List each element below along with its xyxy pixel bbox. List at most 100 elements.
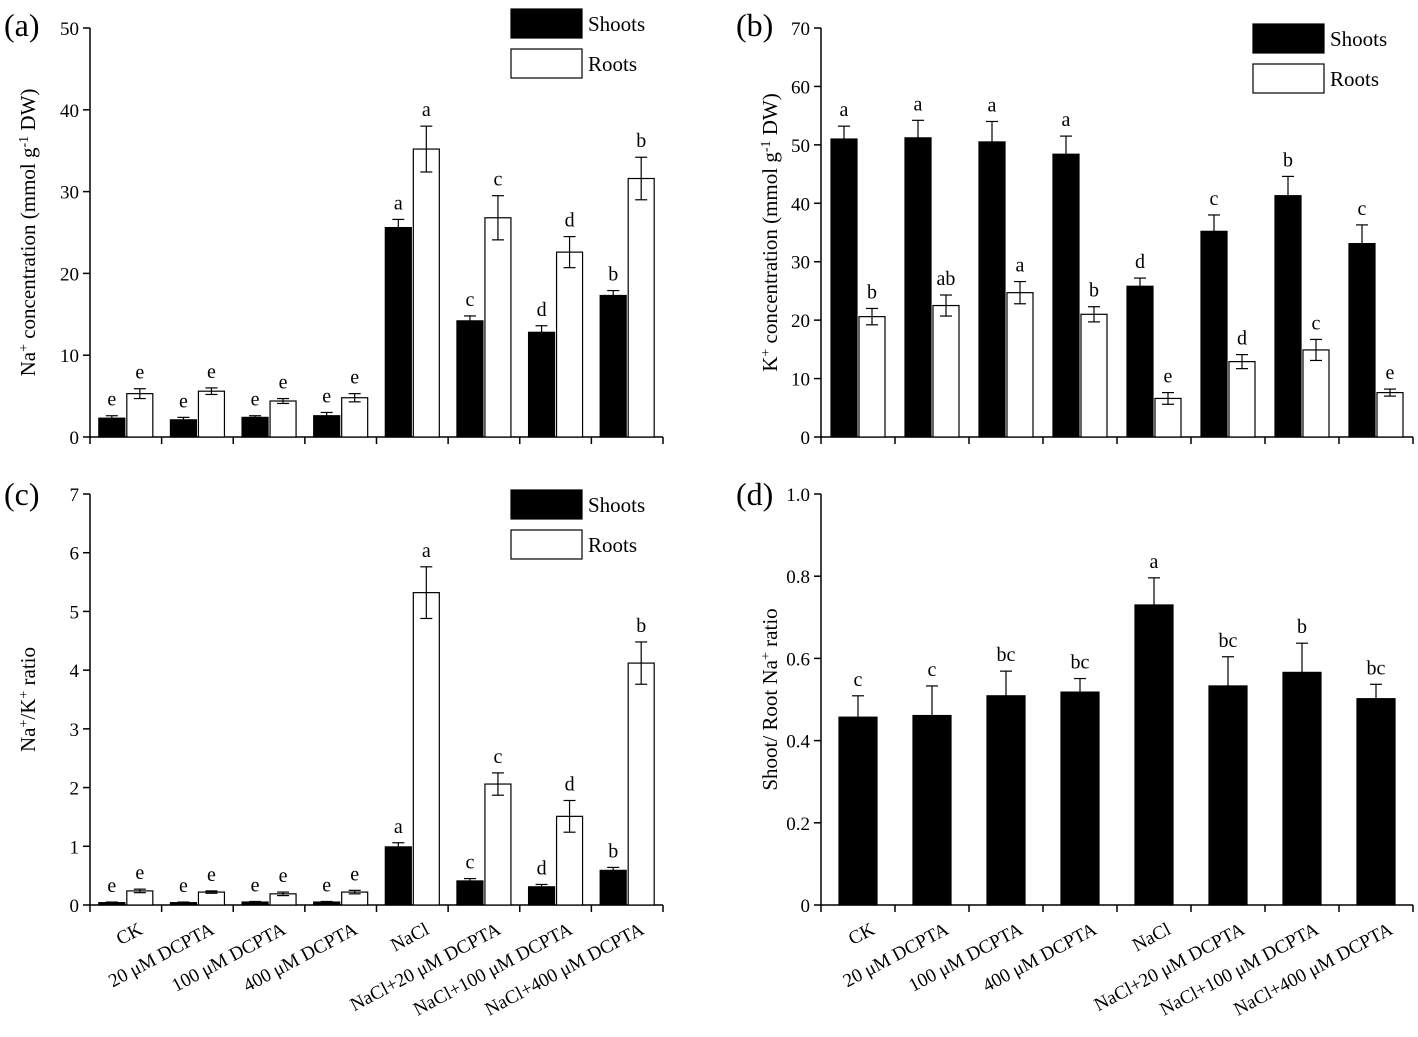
bar-roots xyxy=(1376,391,1404,438)
y-axis-label: Shoot/ Root Na+ ratio xyxy=(758,608,782,790)
significance-letter: e xyxy=(350,367,359,389)
bar-shootroot xyxy=(1134,604,1174,906)
bar-shootroot xyxy=(1282,671,1322,906)
legend-label-shoots: Shoots xyxy=(588,12,645,36)
category-label: NaCl xyxy=(387,919,432,956)
legend-swatch-roots xyxy=(1252,63,1325,94)
significance-letter: d xyxy=(565,210,575,232)
bar-shoots xyxy=(1274,195,1302,438)
y-tick-label: 3 xyxy=(70,720,80,741)
significance-letter: d xyxy=(565,773,575,795)
y-tick-label: 0.8 xyxy=(786,567,810,588)
y-tick-label: 30 xyxy=(60,183,79,204)
y-tick-label: 7 xyxy=(70,485,80,506)
y-tick-label: 10 xyxy=(60,346,79,367)
bar-roots xyxy=(555,251,584,438)
significance-letter: a xyxy=(1016,255,1025,277)
bar-roots xyxy=(627,177,655,438)
panel-a: (a) 0 10 20 30 40 50 Na+ concentration (mmol g-… xyxy=(4,7,664,449)
significance-letter: d xyxy=(1135,251,1145,273)
y-tick-label: 1 xyxy=(70,837,80,858)
y-axis-label-sup: + xyxy=(759,349,774,357)
significance-letter: b xyxy=(608,840,618,862)
category-label: CK xyxy=(845,919,878,950)
bar-shoots xyxy=(599,869,627,906)
y-axis-label-sup: + xyxy=(17,720,32,728)
bar-roots xyxy=(932,304,960,438)
bar-shoots xyxy=(1200,230,1228,438)
legend-swatch-roots xyxy=(510,48,583,79)
bar-shootroot xyxy=(912,714,952,906)
legend-swatch-shoots xyxy=(1252,23,1325,54)
y-axis-label-sup: + xyxy=(17,344,32,352)
y-axis-label-part: Na xyxy=(16,727,40,752)
y-tick-label: 0 xyxy=(801,896,811,917)
significance-letter: b xyxy=(1283,149,1293,171)
significance-letter: a xyxy=(422,540,431,562)
significance-letter: a xyxy=(394,192,403,214)
y-tick-label: 50 xyxy=(60,19,79,40)
significance-letter: b xyxy=(636,615,646,637)
y-tick-label: 30 xyxy=(791,253,810,274)
bar-roots xyxy=(1006,292,1034,438)
significance-letter: a xyxy=(840,99,849,121)
panel-d: (d) 0 0.2 0.4 0.6 0.8 1.0 Shoot/ Root Na+ ratio… xyxy=(736,476,1414,1020)
panel-label: (c) xyxy=(4,476,40,512)
bar-roots xyxy=(484,783,512,906)
bar-shootroot xyxy=(1356,698,1396,906)
significance-letter: a xyxy=(1150,551,1159,573)
y-axis-label: Na+/K+ ratio xyxy=(16,647,40,752)
legend-swatch-shoots xyxy=(510,8,583,39)
bar-roots xyxy=(412,592,440,906)
significance-letter: bc xyxy=(997,644,1016,666)
category-label: NaCl xyxy=(1129,919,1174,956)
y-tick-label: 60 xyxy=(791,77,810,98)
significance-letter: b xyxy=(636,130,646,152)
significance-letter: bc xyxy=(1367,657,1386,679)
bar-shootroot xyxy=(986,695,1026,906)
bar-shoots xyxy=(527,331,556,438)
significance-letter: c xyxy=(1210,188,1219,210)
significance-letter: e xyxy=(135,362,144,384)
bar-shootroot xyxy=(1208,685,1248,906)
bar-shootroot xyxy=(838,716,878,906)
panel-b: (b) 0 10 20 30 40 50 60 70 K+ concentration (mmol… xyxy=(736,7,1414,449)
bar-roots xyxy=(627,662,655,906)
bar-shoots xyxy=(978,141,1006,438)
legend-label-shoots: Shoots xyxy=(588,493,645,517)
bar-shoots xyxy=(456,880,484,906)
y-tick-label: 5 xyxy=(70,602,80,623)
bar-roots xyxy=(1302,349,1330,438)
y-tick-label: 40 xyxy=(60,101,79,122)
significance-letter: e xyxy=(107,875,116,897)
bar-shoots xyxy=(384,226,412,438)
bar-roots xyxy=(1080,313,1108,438)
significance-letter: e xyxy=(251,389,260,411)
bar-shootroot xyxy=(1060,691,1100,906)
significance-letter: c xyxy=(465,289,474,311)
bar-shoots xyxy=(1126,285,1154,438)
y-tick-label: 0 xyxy=(70,896,80,917)
y-axis-label-part: Na xyxy=(16,351,40,376)
y-tick-label: 10 xyxy=(791,370,810,391)
legend-label-roots: Roots xyxy=(1330,67,1379,91)
y-axis-label-part: concentration (mmol g xyxy=(758,152,782,349)
significance-letter: a xyxy=(988,94,997,116)
significance-letter: d xyxy=(537,857,547,879)
y-axis-label-sup: + xyxy=(17,691,32,699)
category-label: CK xyxy=(113,919,146,950)
significance-letter: a xyxy=(914,93,923,115)
y-tick-label: 20 xyxy=(60,264,79,285)
y-axis-label-sup: -1 xyxy=(759,140,774,152)
bar-shoots xyxy=(1052,153,1080,438)
y-tick-label: 0 xyxy=(801,428,811,449)
y-axis-label-part: ratio xyxy=(758,608,782,652)
legend-label-shoots: Shoots xyxy=(1330,27,1387,51)
significance-letter: e xyxy=(279,865,288,887)
significance-letter: bc xyxy=(1219,630,1238,652)
significance-letter: e xyxy=(1164,366,1173,388)
significance-letter: c xyxy=(493,169,502,191)
panel-label: (d) xyxy=(736,476,773,512)
